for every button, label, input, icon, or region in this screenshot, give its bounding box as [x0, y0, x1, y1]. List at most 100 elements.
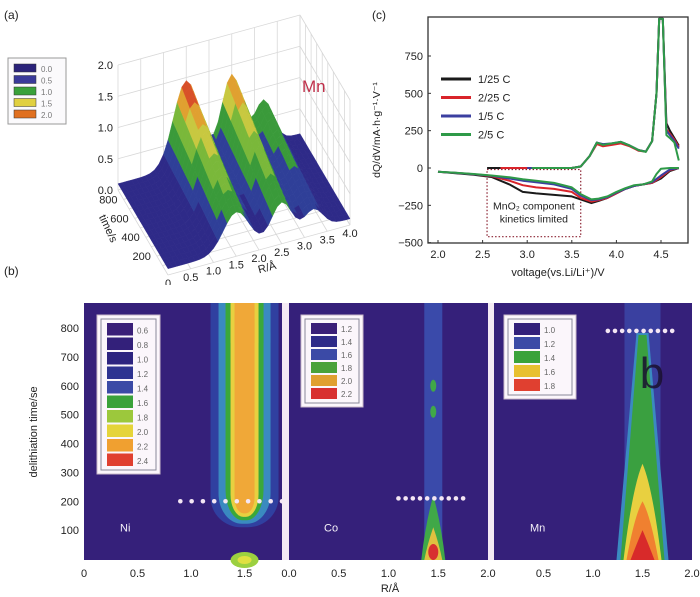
legend-inner-frame — [100, 318, 157, 471]
x-tick-label: 0.5 — [331, 568, 346, 580]
surface-cell — [342, 213, 351, 221]
legend-swatch — [514, 379, 540, 391]
y-axis-label: dQ/dV/mA·h·g⁻¹·V⁻¹ — [371, 82, 383, 178]
legend-label: 1.4 — [544, 354, 556, 363]
legend-label: 1.6 — [341, 351, 353, 360]
r-tick-label: 4.0 — [342, 228, 357, 240]
grid-line — [299, 46, 351, 132]
legend-swatch — [107, 337, 133, 350]
y-axis-label: delithiation time/se — [28, 386, 40, 477]
legend-swatch — [107, 366, 133, 379]
marker-dot — [439, 496, 444, 501]
legend-label: 1/25 C — [478, 74, 510, 86]
r-tick-label: 3.5 — [320, 234, 335, 246]
legend-swatch — [13, 98, 37, 107]
legend-label: 0.5 — [41, 77, 53, 86]
heatmap-spot-core — [237, 556, 252, 564]
overlay-letter: b — [640, 349, 664, 398]
legend-label: 2.4 — [137, 457, 149, 466]
legend-label: 1.5 — [41, 100, 53, 109]
legend-label: 2/25 C — [478, 93, 510, 105]
y-tick-label: 700 — [61, 352, 79, 364]
legend-label: 0.6 — [137, 327, 149, 336]
r-tick-label: 0 — [165, 278, 171, 285]
surface-legend: 0.0 0.5 1.0 1.5 2.0 — [7, 57, 67, 125]
annotation-box — [486, 168, 582, 238]
z-tick-label: 0.0 — [98, 185, 113, 197]
x-tick-label: 2.0 — [430, 249, 445, 261]
x-tick-label: 2.0 — [684, 568, 699, 580]
y-tick-label: 400 — [61, 439, 79, 451]
r-axis-label: R/Å — [257, 259, 279, 276]
series-line-225C-charge — [500, 17, 680, 169]
marker-dot — [634, 328, 639, 334]
surface — [117, 73, 351, 269]
series-group — [437, 17, 680, 205]
legend-swatch — [311, 349, 337, 360]
marker-dot — [211, 498, 217, 504]
r-tick-label: 1.0 — [206, 266, 221, 278]
x-tick-label: 0.5 — [130, 568, 145, 580]
legend-swatch — [514, 337, 540, 349]
x-tick-label: 0 — [81, 568, 87, 580]
grid-line — [117, 45, 301, 97]
marker-dot — [669, 328, 675, 334]
x-tick-label: 3.5 — [564, 249, 579, 261]
y-tick-label: 300 — [61, 467, 79, 479]
marker-dot — [446, 496, 452, 501]
time-tick-label: 600 — [110, 213, 128, 225]
legend-label: 2.2 — [341, 390, 353, 399]
x-tick-label: 1.0 — [381, 568, 396, 580]
marker-dot — [234, 498, 240, 504]
y-tick-label: 500 — [405, 88, 423, 100]
marker-dot — [605, 328, 611, 334]
legend-label: 2.0 — [137, 428, 149, 437]
marker-dot — [189, 498, 194, 504]
legend-swatch — [514, 323, 540, 335]
panel-label-a: (a) — [4, 8, 19, 22]
r-tick-label: 0.5 — [183, 272, 198, 284]
heatmap-plume-core — [428, 544, 439, 560]
heatmap-spot — [430, 405, 437, 418]
marker-dot — [268, 498, 274, 504]
y-tick-label: 750 — [405, 51, 423, 63]
element-label: Ni — [120, 523, 130, 535]
grid-line — [299, 14, 351, 101]
marker-dot — [648, 328, 654, 334]
legend-swatch — [13, 63, 37, 73]
legend-label: 1.2 — [544, 340, 556, 349]
y-tick-label: 0 — [417, 163, 423, 175]
legend-label: 1.8 — [341, 364, 353, 373]
marker-dot — [178, 498, 183, 504]
legend-label: 1.0 — [41, 88, 53, 97]
z-tick-label: 2.0 — [98, 60, 113, 72]
x-tick-label: 0.0 — [281, 568, 296, 580]
heatmap-cone — [620, 335, 665, 560]
series-line-25C-discharge — [437, 167, 679, 201]
heatmap-band — [234, 303, 255, 514]
heatmap-co: 1.2 1.4 1.6 1.8 2.0 2.2 Co — [289, 303, 488, 560]
legend-inner-frame — [304, 318, 360, 404]
legend-swatch — [107, 395, 133, 408]
y-tick-label: 800 — [61, 323, 79, 335]
marker-dot — [410, 496, 416, 501]
marker-dot — [200, 498, 206, 504]
legend-swatch — [107, 381, 133, 394]
legend-label: 1.2 — [341, 325, 353, 334]
marker-dot — [619, 328, 625, 334]
grid-line — [299, 77, 351, 163]
time-tick-label: 400 — [121, 232, 139, 244]
separator — [282, 303, 289, 560]
x-tick-label: 1.0 — [183, 568, 198, 580]
element-label: Co — [324, 523, 338, 535]
legend-swatch — [311, 362, 337, 373]
legend-swatch — [13, 109, 37, 119]
heatmap-spot — [430, 379, 437, 392]
element-title: Mn — [302, 77, 326, 96]
marker-dot — [223, 498, 228, 504]
marker-dot — [641, 328, 646, 334]
r-tick-label: 1.5 — [229, 259, 244, 271]
legend-swatch — [107, 410, 133, 423]
